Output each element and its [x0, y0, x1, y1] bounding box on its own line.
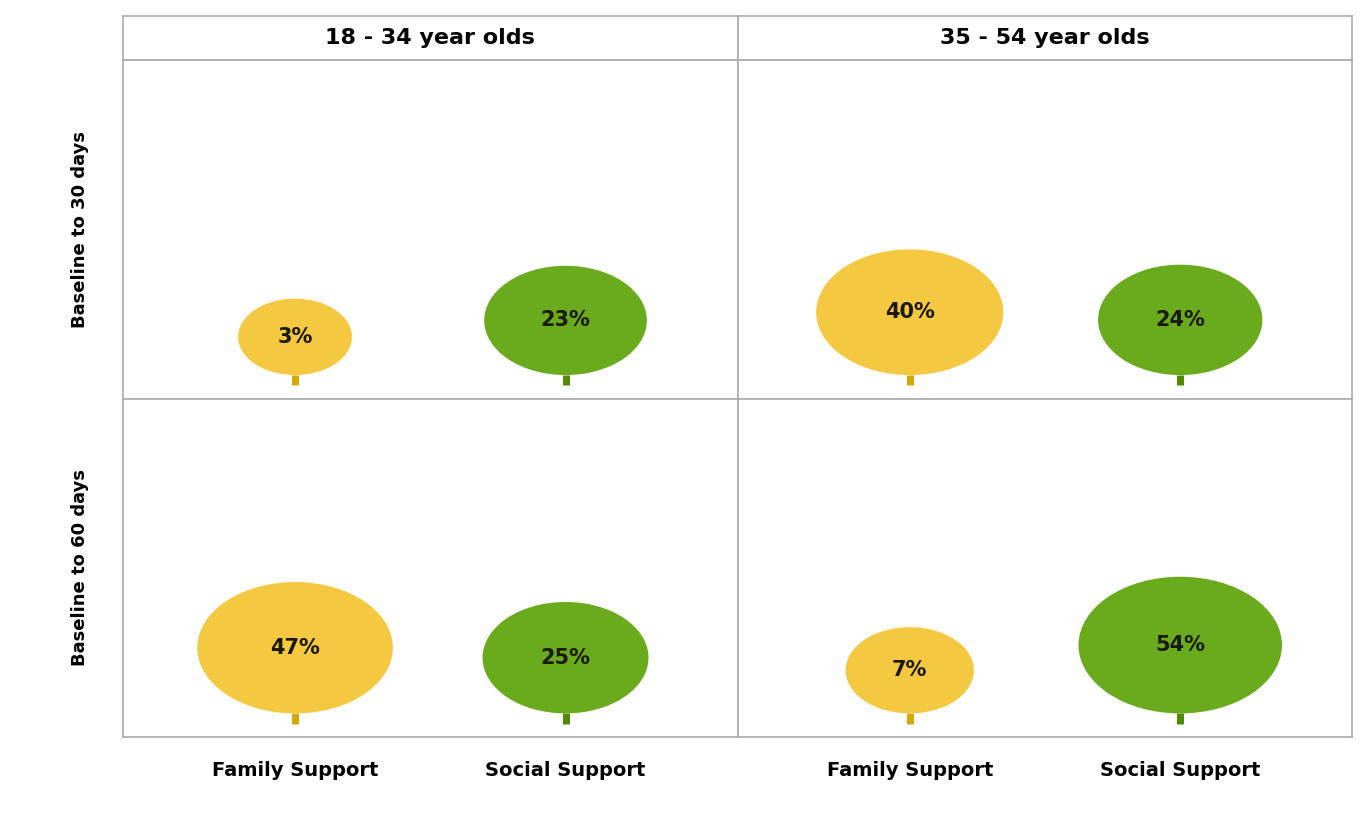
Ellipse shape	[1079, 577, 1281, 713]
Text: 25%: 25%	[541, 648, 590, 667]
Text: 35 - 54 year olds: 35 - 54 year olds	[940, 29, 1150, 48]
Text: Social Support: Social Support	[1100, 761, 1261, 780]
Ellipse shape	[482, 602, 649, 713]
Text: 23%: 23%	[541, 310, 590, 330]
Ellipse shape	[197, 582, 393, 713]
Ellipse shape	[846, 627, 974, 713]
Text: 24%: 24%	[1156, 310, 1205, 330]
Text: 7%: 7%	[892, 660, 928, 681]
Text: 54%: 54%	[1156, 635, 1205, 655]
Ellipse shape	[238, 299, 352, 375]
Ellipse shape	[817, 249, 1003, 375]
Text: Family Support: Family Support	[826, 761, 993, 780]
Text: 3%: 3%	[277, 327, 313, 347]
Text: Social Support: Social Support	[485, 761, 646, 780]
Text: 40%: 40%	[885, 302, 934, 322]
Text: 18 - 34 year olds: 18 - 34 year olds	[325, 29, 535, 48]
Ellipse shape	[1098, 265, 1262, 375]
Text: 47%: 47%	[270, 638, 320, 658]
Ellipse shape	[484, 266, 647, 375]
Text: Baseline to 30 days: Baseline to 30 days	[71, 131, 89, 328]
Text: Family Support: Family Support	[212, 761, 378, 780]
Text: Baseline to 60 days: Baseline to 60 days	[71, 469, 89, 667]
